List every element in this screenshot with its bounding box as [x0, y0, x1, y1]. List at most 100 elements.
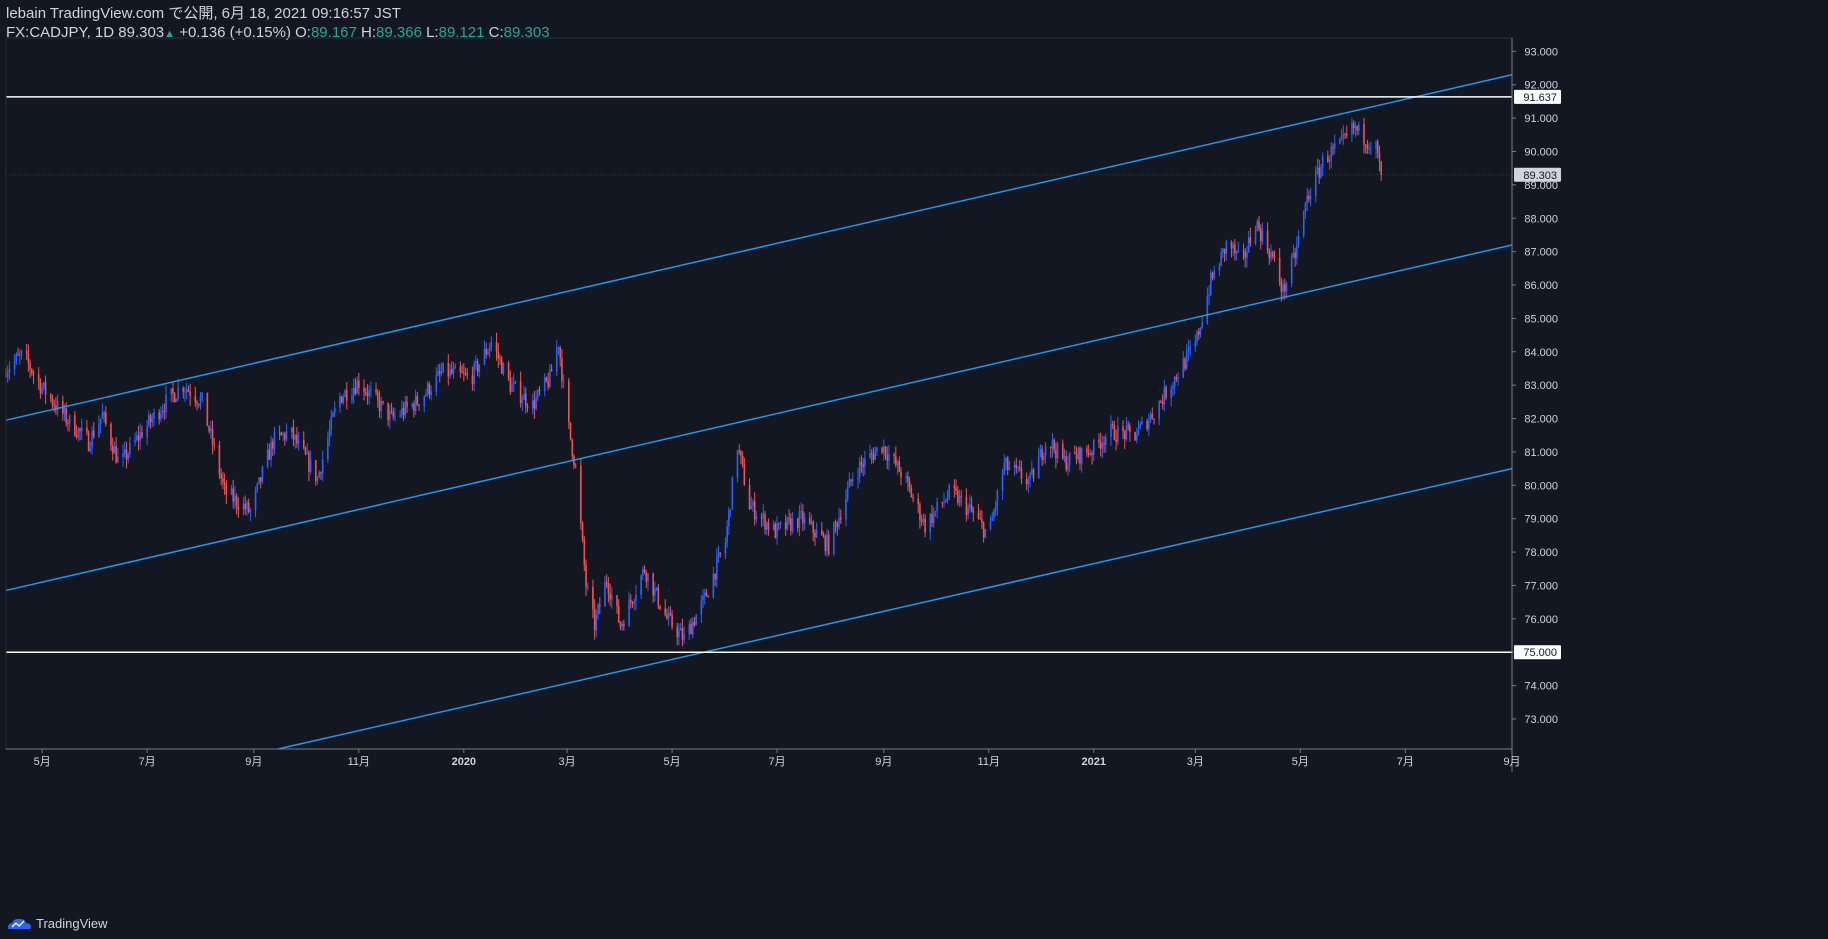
candle	[762, 504, 765, 527]
candle-body	[1218, 265, 1221, 271]
candle	[814, 529, 816, 546]
candle-body	[523, 393, 525, 401]
candle	[1194, 334, 1197, 352]
candle-body	[1031, 469, 1033, 474]
footer-branding[interactable]: TradingView	[6, 916, 108, 931]
channel-trend-line[interactable]	[277, 467, 1513, 750]
candle-body	[473, 363, 475, 385]
candle	[389, 404, 391, 429]
candle-body	[1077, 448, 1080, 460]
candle-body	[989, 520, 992, 529]
candle-body	[559, 347, 562, 359]
candle-body	[234, 495, 236, 502]
candle	[514, 380, 517, 385]
candle	[561, 349, 563, 389]
candle-body	[414, 396, 417, 412]
candle	[1358, 121, 1360, 136]
candle-body	[1366, 145, 1369, 149]
candle-body	[643, 569, 646, 573]
candle	[958, 489, 961, 508]
candle	[893, 452, 895, 464]
candle-body	[406, 401, 408, 407]
low-label: L:	[426, 24, 439, 41]
candle	[550, 364, 553, 372]
candle-body	[664, 608, 666, 615]
candle	[1306, 187, 1308, 212]
candle-body	[1256, 221, 1259, 231]
candle	[1068, 452, 1071, 473]
candle	[702, 588, 704, 608]
candle-body	[1110, 423, 1112, 438]
candle	[1098, 433, 1100, 448]
candle	[184, 386, 186, 402]
candle	[628, 591, 630, 627]
candle	[1029, 471, 1031, 488]
candle-body	[306, 452, 308, 455]
candle	[1330, 141, 1333, 169]
candle	[705, 588, 708, 597]
candle	[772, 520, 775, 531]
candle	[559, 345, 562, 367]
candle	[423, 395, 426, 413]
candle	[657, 583, 660, 609]
candle-body	[378, 399, 381, 412]
candle	[523, 385, 525, 401]
candle	[691, 616, 694, 639]
candle	[447, 354, 450, 386]
candle-body	[1235, 251, 1238, 254]
channel-trend-line[interactable]	[5, 244, 1513, 592]
candle	[273, 427, 276, 455]
candle-body	[1175, 376, 1178, 379]
candle	[895, 446, 897, 468]
candle	[994, 500, 997, 517]
candle	[478, 363, 481, 378]
candle-body	[1194, 342, 1197, 348]
candle-body	[256, 483, 259, 490]
candle-body	[92, 430, 95, 437]
candle	[703, 588, 706, 605]
candle	[37, 367, 40, 390]
candle	[500, 355, 503, 374]
candle-body	[772, 523, 775, 530]
candle-body	[1380, 161, 1382, 175]
candle	[1075, 446, 1078, 465]
candle-body	[452, 368, 455, 374]
drawn-lines[interactable]	[5, 73, 1513, 750]
candle-body	[1290, 256, 1293, 284]
candle-body	[948, 485, 950, 498]
candle	[1368, 142, 1370, 155]
candle	[1074, 445, 1076, 455]
candle-body	[605, 581, 608, 583]
candle	[1117, 416, 1119, 446]
candle	[80, 418, 83, 441]
candle	[755, 510, 758, 523]
candle	[848, 472, 851, 488]
candle	[175, 398, 178, 403]
candle	[607, 576, 610, 603]
candle	[61, 395, 64, 421]
candle-body	[719, 552, 722, 555]
candle-body	[161, 410, 164, 414]
candle	[580, 458, 582, 530]
candle	[932, 507, 935, 528]
candle	[838, 507, 840, 530]
candle-body	[1237, 250, 1240, 252]
price-tick-label: 85.000	[1524, 313, 1558, 325]
channel-trend-line[interactable]	[5, 73, 1513, 421]
candle	[1125, 417, 1128, 442]
candle	[1237, 241, 1240, 253]
candle-body	[1017, 467, 1019, 469]
candle	[707, 595, 710, 598]
candle-body	[609, 593, 611, 600]
candle	[345, 382, 348, 410]
candle	[1137, 420, 1140, 436]
price-tick-label: 93.000	[1524, 46, 1558, 58]
candle-body	[965, 496, 968, 515]
candle	[387, 402, 389, 427]
candle	[611, 586, 613, 609]
candle-body	[1122, 426, 1124, 431]
candle	[1284, 278, 1286, 300]
footer-brand-label: TradingView	[36, 916, 108, 931]
candle-body	[621, 623, 623, 628]
